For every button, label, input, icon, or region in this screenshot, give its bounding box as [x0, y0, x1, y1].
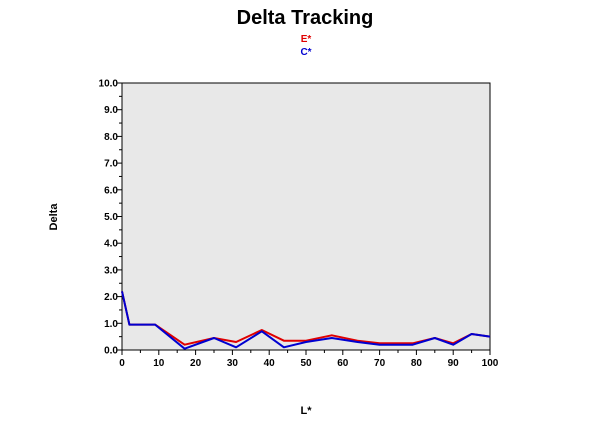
x-tick-label: 30: [227, 358, 239, 369]
x-tick-label: 80: [411, 358, 423, 369]
y-tick-label: 8.0: [104, 132, 118, 143]
legend-entry-2: C*: [300, 47, 311, 58]
x-tick-label: 40: [264, 358, 276, 369]
y-tick-label: 2.0: [104, 292, 118, 303]
x-tick-label: 70: [374, 358, 386, 369]
y-tick-label: 0.0: [104, 346, 118, 357]
x-tick-label: 20: [190, 358, 202, 369]
y-tick-label: 6.0: [104, 185, 118, 196]
y-tick-label: 3.0: [104, 265, 118, 276]
y-tick-label: 1.0: [104, 319, 118, 330]
series-lines: [121, 291, 491, 350]
series-line-2: [121, 291, 491, 350]
chart-title: Delta Tracking: [237, 7, 374, 29]
x-tick-label: 90: [448, 358, 460, 369]
legend-entry-1: E*: [301, 34, 312, 45]
legend: E* C*: [300, 34, 311, 58]
y-tick-label: 4.0: [104, 239, 118, 250]
x-tick-label: 50: [300, 358, 312, 369]
x-axis: 0 10 20 30 40 50 60 70 80 90 100: [119, 350, 499, 369]
y-tick-label: 7.0: [104, 159, 118, 170]
x-tick-label: 100: [482, 358, 499, 369]
x-tick-label: 60: [337, 358, 349, 369]
y-axis-label: Delta: [48, 203, 60, 231]
x-axis-label: L*: [301, 405, 313, 417]
x-tick-label: 10: [153, 358, 165, 369]
y-axis: 0.0 1.0 2.0 3.0 4.0 5.0 6.0 7.0 8.0 9.0 10.0: [99, 79, 122, 357]
plot-area: [121, 82, 491, 351]
y-tick-label: 10.0: [99, 79, 119, 90]
y-tick-label: 9.0: [104, 105, 118, 116]
y-tick-label: 5.0: [104, 212, 118, 223]
x-tick-label: 0: [119, 358, 125, 369]
